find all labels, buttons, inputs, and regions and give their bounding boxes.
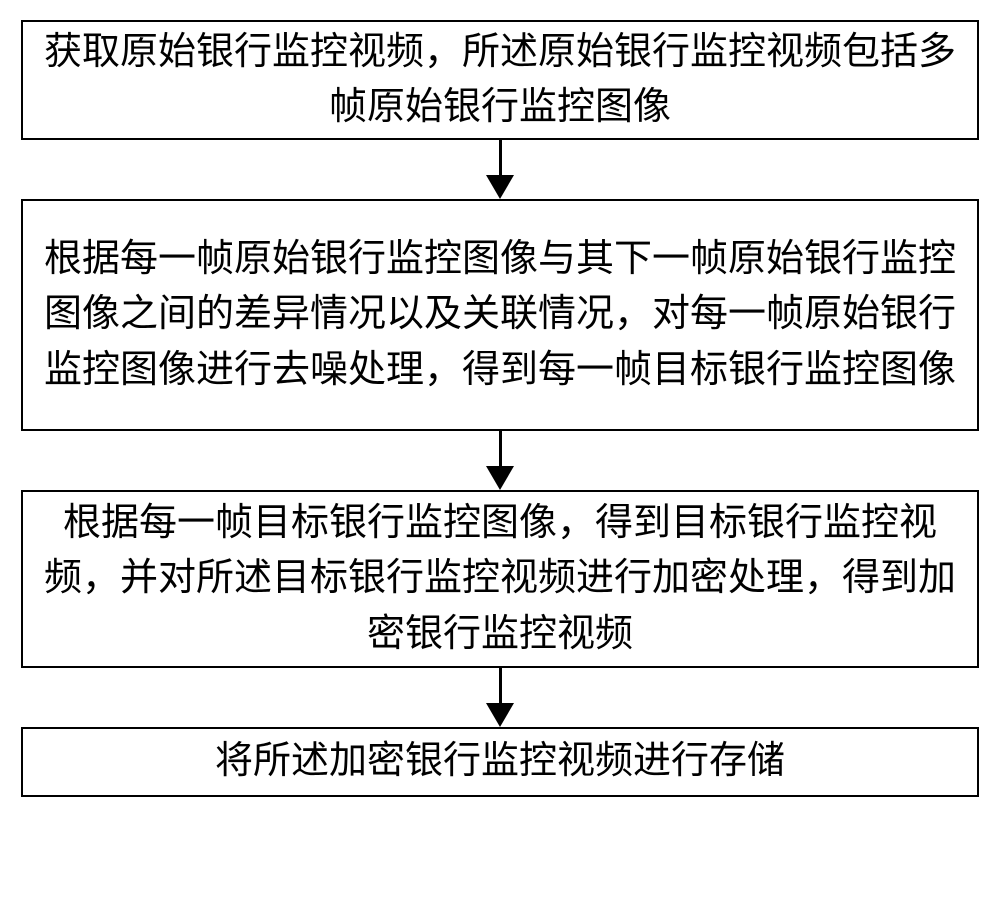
- flow-step-3-text: 根据每一帧目标银行监控图像，得到目标银行监控视频，并对所述目标银行监控视频进行加…: [23, 490, 977, 667]
- flow-step-1-text: 获取原始银行监控视频，所述原始银行监控视频包括多帧原始银行监控图像: [23, 19, 977, 141]
- flowchart-container: 获取原始银行监控视频，所述原始银行监控视频包括多帧原始银行监控图像 根据每一帧原…: [0, 0, 1000, 797]
- flow-step-1: 获取原始银行监控视频，所述原始银行监控视频包括多帧原始银行监控图像: [21, 20, 979, 140]
- flow-arrow-3: [486, 668, 514, 727]
- flow-step-3: 根据每一帧目标银行监控图像，得到目标银行监控视频，并对所述目标银行监控视频进行加…: [21, 490, 979, 668]
- flow-arrow-1: [486, 140, 514, 199]
- flow-step-2-text: 根据每一帧原始银行监控图像与其下一帧原始银行监控图像之间的差异情况以及关联情况，…: [23, 226, 977, 403]
- flow-step-4: 将所述加密银行监控视频进行存储: [21, 727, 979, 797]
- flow-step-2: 根据每一帧原始银行监控图像与其下一帧原始银行监控图像之间的差异情况以及关联情况，…: [21, 199, 979, 431]
- flow-arrow-2: [486, 431, 514, 490]
- flow-step-4-text: 将所述加密银行监控视频进行存储: [205, 728, 795, 795]
